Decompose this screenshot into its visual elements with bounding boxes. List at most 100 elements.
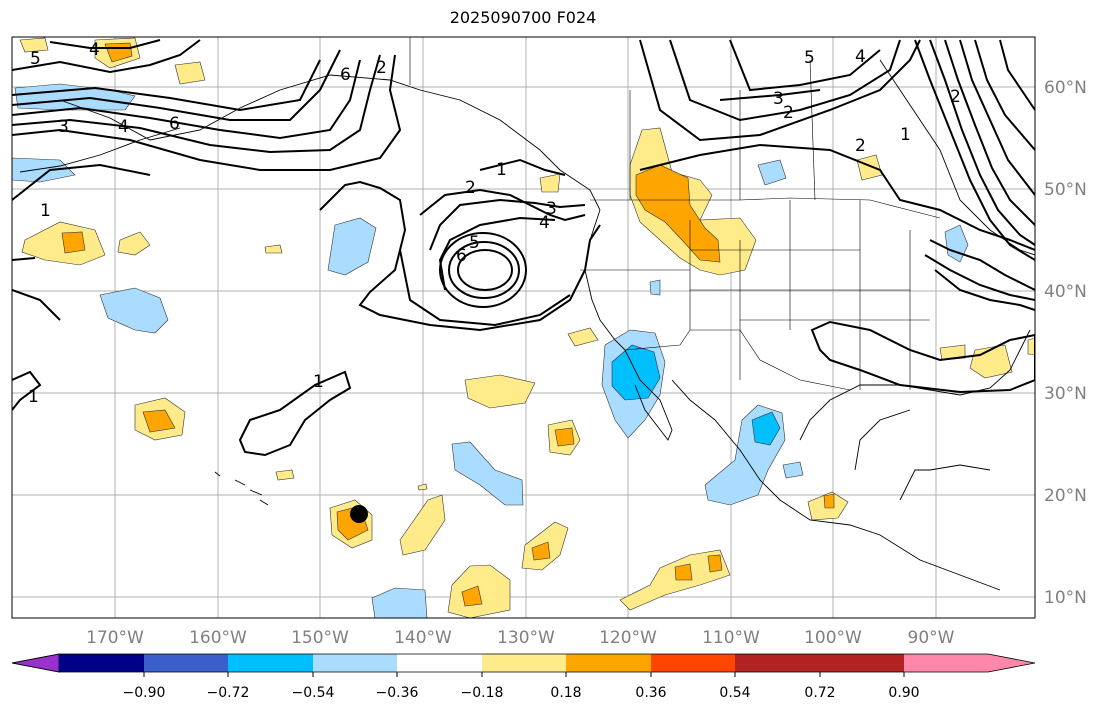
lat-label: 50°N bbox=[1044, 180, 1087, 200]
lat-label: 60°N bbox=[1044, 78, 1087, 98]
shade-orange-c1 bbox=[142, 409, 176, 433]
colorbar-segment bbox=[566, 654, 651, 672]
colorbar-outline bbox=[11, 653, 1036, 673]
shade-positive-c6 bbox=[417, 483, 428, 491]
lat-label: 30°N bbox=[1044, 384, 1087, 404]
shade-positive-c5 bbox=[399, 494, 446, 556]
colorbar: −0.90 −0.72 −0.54 −0.36 −0.18 0.18 0.36 … bbox=[11, 653, 1036, 701]
colorbar-extend-min bbox=[11, 653, 60, 673]
colorbar-tick-label: 0.72 bbox=[804, 685, 835, 701]
lon-label: 100°W bbox=[804, 628, 862, 648]
contour-label: 1 bbox=[900, 125, 911, 145]
shade-negative-c1 bbox=[327, 217, 377, 276]
lon-label: 130°W bbox=[497, 628, 555, 648]
coastlines bbox=[19, 59, 1035, 591]
shade-positive-w3 bbox=[264, 244, 283, 254]
shade-positive-se3 bbox=[1027, 337, 1035, 356]
contour-label: 3 bbox=[773, 89, 784, 109]
colorbar-segment bbox=[59, 654, 144, 672]
colorbar-tick-labels: −0.90 −0.72 −0.54 −0.36 −0.18 0.18 0.36 … bbox=[123, 685, 920, 701]
shade-orange-mex3 bbox=[823, 493, 835, 509]
lon-label: 120°W bbox=[599, 628, 657, 648]
shade-negative-sk bbox=[757, 159, 787, 186]
colorbar-segment bbox=[313, 654, 397, 672]
colorbar-segment bbox=[820, 654, 904, 672]
lon-label: 110°W bbox=[702, 628, 760, 648]
lat-label: 20°N bbox=[1044, 486, 1087, 506]
map-plot-area: 1 1 1 1 2 2 2 2 3 3 3 4 4 4 4 5 5 5 6 6 … bbox=[12, 37, 1035, 618]
map-title: 2025090700 F024 bbox=[449, 8, 597, 27]
shade-positive-ca bbox=[539, 173, 561, 193]
contour-label: 1 bbox=[40, 201, 51, 221]
shade-negative-w2 bbox=[99, 287, 169, 334]
lat-label: 10°N bbox=[1044, 588, 1087, 608]
colorbar-tick-label: 0.36 bbox=[635, 685, 666, 701]
colorbar-tick-label: −0.54 bbox=[292, 685, 335, 701]
shade-negative-gl bbox=[944, 224, 969, 263]
shade-negative-c2 bbox=[451, 441, 524, 506]
contour-labels: 1 1 1 1 2 2 2 2 3 3 3 4 4 4 4 5 5 5 6 6 … bbox=[28, 40, 961, 407]
shade-negative-c3 bbox=[371, 587, 428, 618]
contour-lines bbox=[12, 39, 1035, 457]
lon-label: 160°W bbox=[189, 628, 247, 648]
colorbar-tick-label: −0.90 bbox=[123, 685, 166, 701]
lon-label: 90°W bbox=[908, 628, 955, 648]
colorbar-segment bbox=[144, 654, 228, 672]
marker-point bbox=[350, 505, 368, 523]
colorbar-tick-label: 0.54 bbox=[719, 685, 750, 701]
map-frame bbox=[11, 36, 1036, 619]
shade-negative-mex2 bbox=[782, 461, 804, 479]
colorbar-segment bbox=[228, 654, 313, 672]
contour-label: 4 bbox=[855, 47, 866, 67]
contour-label: 6 bbox=[169, 114, 180, 134]
shade-positive-nw bbox=[19, 37, 49, 53]
contour-label: 1 bbox=[28, 387, 39, 407]
contour-label: 3 bbox=[58, 117, 69, 137]
shade-positive-mt bbox=[856, 154, 883, 181]
colorbar-segment bbox=[735, 654, 820, 672]
shade-negative-mex-core bbox=[751, 411, 781, 446]
lon-label: 170°W bbox=[86, 628, 144, 648]
shade-positive-baja bbox=[567, 327, 599, 347]
shade-orange-mex5 bbox=[707, 554, 723, 573]
shade-orange-c9 bbox=[461, 585, 483, 607]
colorbar-tick-label: −0.72 bbox=[207, 685, 250, 701]
shade-orange-nw-us bbox=[635, 164, 721, 263]
shade-positive-w2 bbox=[117, 231, 151, 256]
colorbar-segment bbox=[651, 654, 735, 672]
shade-positive-c4 bbox=[464, 374, 536, 409]
lon-label: 150°W bbox=[291, 628, 349, 648]
political-borders bbox=[409, 37, 941, 391]
shade-orange-c7 bbox=[554, 427, 575, 447]
contour-label: 3 bbox=[546, 199, 557, 219]
contour-label: 4 bbox=[539, 213, 550, 233]
contour-label: 1 bbox=[496, 160, 507, 180]
shade-orange-w1 bbox=[61, 231, 86, 254]
lon-label: 140°W bbox=[394, 628, 452, 648]
colorbar-tick-label: −0.18 bbox=[461, 685, 504, 701]
lat-label: 40°N bbox=[1044, 282, 1087, 302]
shade-negative-nv bbox=[649, 279, 661, 296]
shade-negative-w bbox=[12, 157, 76, 183]
shade-orange-c8 bbox=[531, 541, 551, 561]
contour-label: 6 bbox=[456, 246, 467, 266]
colorbar-ticks bbox=[143, 672, 905, 677]
colorbar-segment bbox=[482, 654, 566, 672]
colorbar-tick-label: 0.90 bbox=[888, 685, 919, 701]
contour-label: 5 bbox=[804, 48, 815, 68]
contour-label: 2 bbox=[376, 58, 387, 78]
contour-label: 4 bbox=[89, 40, 100, 60]
shade-orange-mex4 bbox=[674, 563, 693, 581]
shade-positive-nw3 bbox=[174, 61, 206, 85]
colorbar-tick-label: 0.18 bbox=[550, 685, 581, 701]
colorbar-tick-label: −0.36 bbox=[376, 685, 419, 701]
colorbar-segment bbox=[397, 654, 482, 672]
contour-label: 2 bbox=[950, 87, 961, 107]
colorbar-segment-last bbox=[904, 654, 1035, 672]
contour-label: 5 bbox=[30, 49, 41, 69]
longitude-labels: 170°W 160°W 150°W 140°W 130°W 120°W 110°… bbox=[86, 628, 955, 648]
shade-positive-mex4 bbox=[619, 549, 731, 611]
shade-positive-se1 bbox=[939, 344, 966, 361]
contour-label: 2 bbox=[465, 178, 476, 198]
